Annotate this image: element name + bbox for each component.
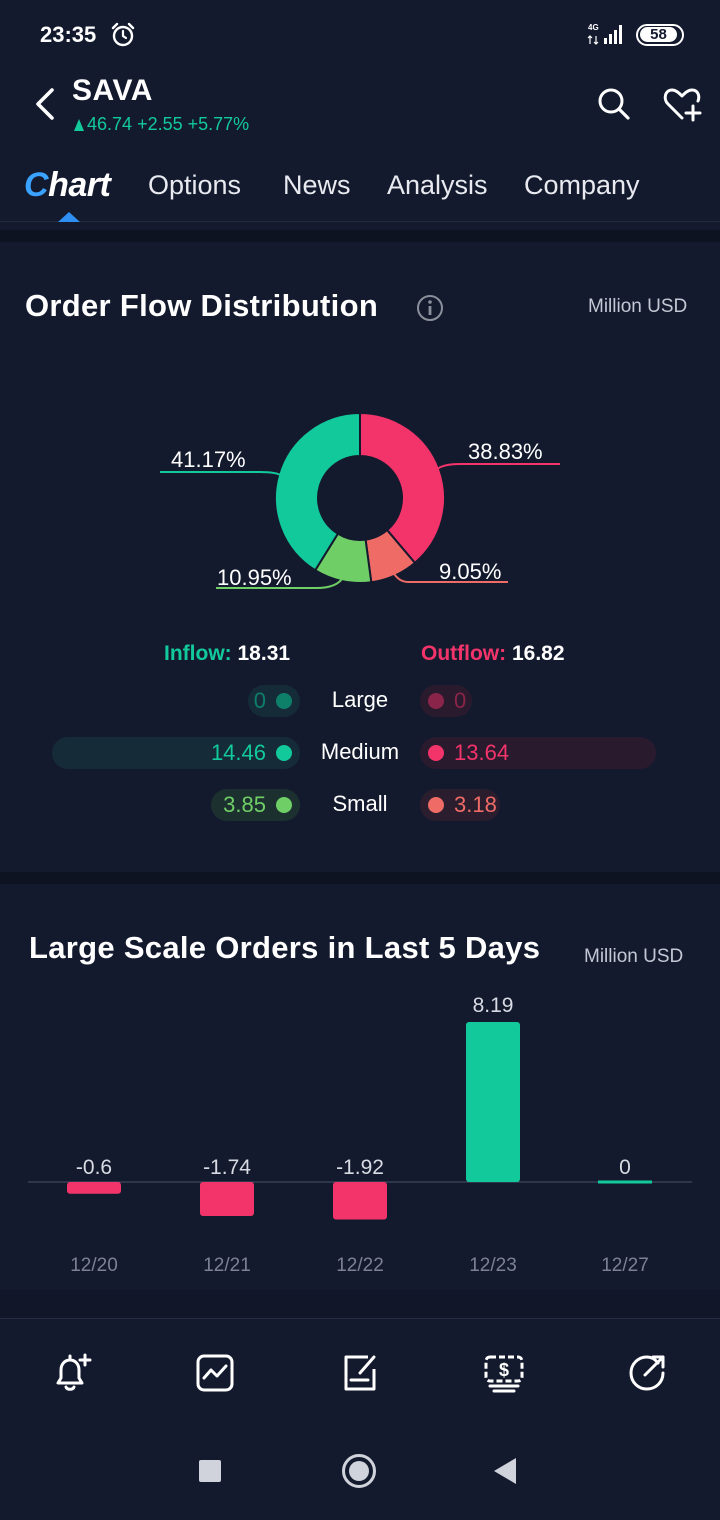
order-flow-unit: Million USD (588, 296, 688, 317)
outflow-dot (428, 745, 444, 761)
section-divider (0, 230, 720, 242)
bar-value-label: -0.6 (76, 1156, 112, 1179)
leader-line (160, 471, 283, 477)
tab-chart[interactable]: Chart (24, 166, 111, 204)
x-axis-label: 12/21 (203, 1255, 251, 1276)
outflow-total: Outflow: 16.82 (421, 642, 565, 666)
large-inflow-value: 0 (253, 688, 266, 713)
medium-inflow-value: 14.46 (210, 740, 266, 765)
tab-company[interactable]: Company (524, 170, 640, 200)
last-price: 46.74 (87, 114, 133, 134)
outflow-dot (428, 797, 444, 813)
small-outflow-pill: 3.18 (420, 789, 500, 821)
large-orders-bar-chart: -0.6 12/20 -1.74 12/21 -1.92 12/22 8.19 12/23 0 1… (28, 994, 692, 1276)
price-change: +2.55 (137, 114, 183, 134)
bar-12-27 (598, 1180, 652, 1184)
large-outflow-pill: 0 (420, 685, 472, 717)
donut-slice-large-inflow (274, 411, 361, 572)
back-arrow-icon[interactable] (32, 84, 60, 124)
system-back-button[interactable] (494, 1458, 516, 1484)
slice-label-large-inflow: 41.17% (171, 447, 246, 472)
x-axis-label: 12/20 (70, 1255, 118, 1276)
small-inflow-value: 3.85 (223, 792, 266, 817)
trend-chart-icon[interactable] (193, 1351, 237, 1395)
category-small: Small (332, 791, 388, 816)
slice-label-small-outflow: 9.05% (439, 559, 502, 584)
bar-value-label: -1.92 (336, 1156, 384, 1179)
tab-news[interactable]: News (283, 170, 351, 200)
leader-line (391, 571, 508, 583)
tab-analysis[interactable]: Analysis (387, 170, 488, 200)
section-divider (0, 1290, 720, 1318)
active-tab-indicator (58, 212, 80, 222)
battery-level: 58 (640, 27, 677, 42)
slice-label-small-inflow: 10.95% (217, 565, 292, 590)
price-change-pct: +5.77% (187, 114, 250, 134)
bar-value-label: 0 (619, 1156, 631, 1179)
small-inflow-pill: 3.85 (211, 789, 300, 821)
inflow-dot (276, 693, 292, 709)
bell-plus-icon[interactable] (50, 1351, 94, 1395)
network-label: 4G (588, 23, 599, 32)
medium-outflow-value: 13.64 (454, 740, 510, 765)
status-time: 23:35 (40, 22, 97, 47)
bar-12-20 (67, 1182, 121, 1194)
battery-indicator: 58 (636, 24, 684, 46)
svg-text:$: $ (499, 1360, 509, 1380)
inflow-value: 18.31 (237, 642, 291, 665)
inflow-dot (276, 745, 292, 761)
tab-options[interactable]: Options (148, 170, 242, 200)
category-medium: Medium (320, 739, 400, 764)
slice-label-medium-outflow: 38.83% (468, 439, 543, 464)
order-flow-title: Order Flow Distribution (25, 288, 379, 323)
system-navigation-bar (0, 1430, 720, 1520)
order-flow-donut-chart (160, 411, 560, 589)
outflow-value: 16.82 (511, 642, 565, 665)
recent-apps-button[interactable] (199, 1460, 221, 1482)
outflow-dot (428, 693, 444, 709)
inflow-dot (276, 797, 292, 813)
price-up-icon (74, 119, 84, 131)
signal-icon: 4G (587, 23, 622, 45)
add-to-watchlist-icon[interactable] (662, 86, 702, 122)
ticker-symbol: SAVA (72, 74, 153, 107)
medium-inflow-pill: 14.46 (52, 737, 300, 769)
price-quote: 46.74 +2.55 +5.77% (74, 114, 249, 135)
inflow-total: Inflow: 18.31 (164, 642, 290, 666)
edit-note-icon[interactable] (338, 1351, 382, 1395)
x-axis-label: 12/22 (336, 1255, 384, 1276)
search-icon[interactable] (596, 86, 632, 122)
donut-slice-medium-outflow (359, 411, 446, 565)
status-bar: 23:35 4G 58 (0, 0, 720, 68)
stock-header: SAVA 46.74 +2.55 +5.77% (0, 68, 720, 152)
bar-value-label: -1.74 (203, 1156, 251, 1179)
x-axis-label: 12/27 (601, 1255, 649, 1276)
tab-chart-label-rest: hart (48, 166, 111, 204)
dollar-stack-icon[interactable]: $ (482, 1351, 526, 1395)
large-inflow-pill: 0 (248, 685, 300, 717)
home-button[interactable] (342, 1454, 376, 1488)
large-outflow-value: 0 (454, 688, 467, 713)
bar-value-label: 8.19 (473, 994, 514, 1017)
leader-line (435, 463, 560, 471)
inflow-label: Inflow: (164, 642, 232, 665)
category-large: Large (331, 687, 389, 712)
x-axis-label: 12/23 (469, 1255, 517, 1276)
info-icon[interactable] (416, 294, 444, 322)
bar-12-21 (200, 1182, 254, 1216)
outflow-label: Outflow: (421, 642, 507, 665)
large-orders-title: Large Scale Orders in Last 5 Days (29, 930, 541, 965)
bar-12-22 (333, 1182, 387, 1220)
section-divider (0, 872, 720, 884)
small-outflow-value: 3.18 (454, 792, 497, 817)
tab-bar: Chart Options News Analysis Company (0, 160, 720, 222)
bar-12-23 (466, 1022, 520, 1182)
medium-outflow-pill: 13.64 (420, 737, 656, 769)
alarm-icon (111, 22, 135, 47)
bottom-toolbar: $ (0, 1318, 720, 1428)
large-orders-unit: Million USD (584, 946, 684, 967)
leader-line (216, 576, 344, 589)
share-icon[interactable] (626, 1351, 670, 1395)
